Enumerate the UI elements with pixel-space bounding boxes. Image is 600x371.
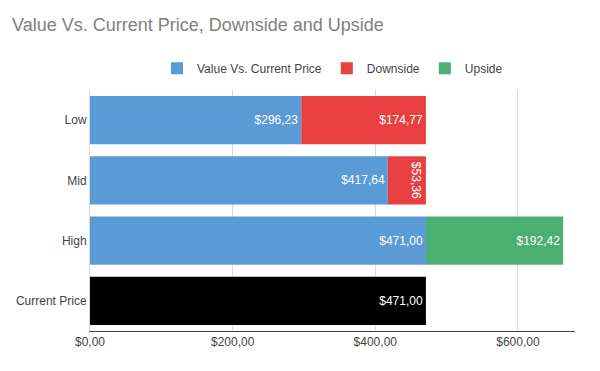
svg-text:$200,00: $200,00 — [211, 335, 255, 349]
svg-text:Value Vs. Current Price, Downs: Value Vs. Current Price, Downside and Up… — [12, 15, 384, 35]
svg-text:Low: Low — [65, 113, 87, 127]
svg-text:$471,00: $471,00 — [379, 234, 423, 248]
svg-text:Downside: Downside — [367, 62, 420, 76]
svg-text:$192,42: $192,42 — [516, 234, 560, 248]
svg-text:$174,77: $174,77 — [379, 113, 423, 127]
svg-text:High: High — [62, 234, 87, 248]
svg-text:$400,00: $400,00 — [354, 335, 398, 349]
svg-text:$0,00: $0,00 — [75, 335, 105, 349]
svg-text:Value Vs. Current Price: Value Vs. Current Price — [197, 62, 322, 76]
svg-text:Current Price: Current Price — [16, 294, 87, 308]
svg-text:$417,64: $417,64 — [341, 173, 385, 187]
svg-text:$53,36: $53,36 — [409, 162, 423, 199]
svg-text:Mid: Mid — [67, 174, 86, 188]
svg-text:$600,00: $600,00 — [496, 335, 540, 349]
svg-text:$471,00: $471,00 — [379, 294, 423, 308]
svg-text:Upside: Upside — [465, 62, 503, 76]
svg-text:$296,23: $296,23 — [255, 113, 299, 127]
